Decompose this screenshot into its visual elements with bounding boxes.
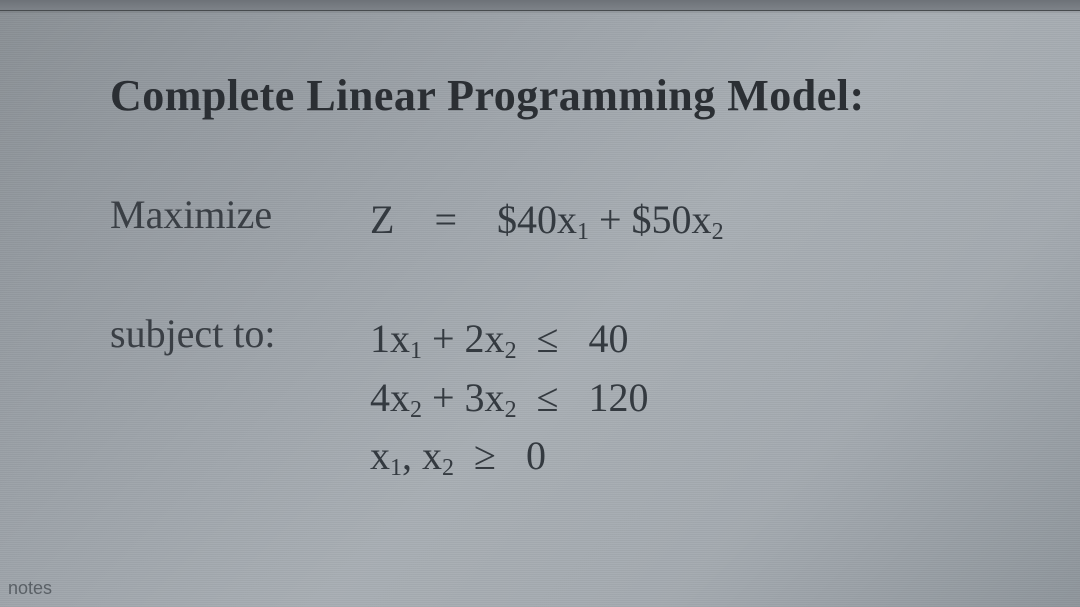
- c2-rhs: 120: [589, 375, 649, 420]
- nn-s2: 2: [442, 455, 454, 481]
- objective-rhs-mid: + $50x: [589, 197, 712, 242]
- constraints-block: 1x1 + 2x2 ≤ 40 4x2 + 3x2 ≤ 120 x1, x2 ≥ …: [370, 310, 649, 486]
- c1-rhs: 40: [589, 316, 629, 361]
- c2-op: ≤: [537, 375, 559, 420]
- nn-op: ≥: [474, 433, 496, 478]
- objective-lhs: Z: [370, 197, 394, 242]
- constraints-row: subject to: 1x1 + 2x2 ≤ 40 4x2 + 3x2 ≤ 1…: [110, 310, 1040, 486]
- c2-s1: 2: [410, 397, 422, 423]
- objective-rhs-term1: $40x: [497, 197, 577, 242]
- constraint-1: 1x1 + 2x2 ≤ 40: [370, 310, 649, 369]
- nn-rhs: 0: [526, 433, 546, 478]
- notes-tab[interactable]: notes: [0, 574, 60, 603]
- c1-op: ≤: [537, 316, 559, 361]
- c1-s2: 2: [505, 338, 517, 364]
- c2-s2: 2: [505, 397, 517, 423]
- objective-rhs-sub1: 1: [577, 219, 589, 245]
- nn-s1: 1: [390, 455, 402, 481]
- slide-title: Complete Linear Programming Model:: [110, 70, 1040, 121]
- nn-comma: ,: [402, 433, 422, 478]
- objective-row: Maximize Z = $40x1 + $50x2: [110, 191, 1040, 250]
- objective-eq: =: [434, 197, 457, 242]
- c2-b: + 3x: [422, 375, 505, 420]
- c2-a: 4x: [370, 375, 410, 420]
- non-negativity: x1, x2 ≥ 0: [370, 427, 649, 486]
- c1-b: + 2x: [422, 316, 505, 361]
- slide-content: Complete Linear Programming Model: Maxim…: [110, 70, 1040, 486]
- c1-a: 1x: [370, 316, 410, 361]
- nn-b: x: [422, 433, 442, 478]
- window-top-shadow: [0, 10, 1080, 14]
- objective-label: Maximize: [110, 191, 370, 238]
- c1-s1: 1: [410, 338, 422, 364]
- objective-rhs-sub2: 2: [712, 219, 724, 245]
- constraints-label: subject to:: [110, 310, 370, 357]
- constraint-2: 4x2 + 3x2 ≤ 120: [370, 369, 649, 428]
- nn-a: x: [370, 433, 390, 478]
- objective-expression: Z = $40x1 + $50x2: [370, 191, 724, 250]
